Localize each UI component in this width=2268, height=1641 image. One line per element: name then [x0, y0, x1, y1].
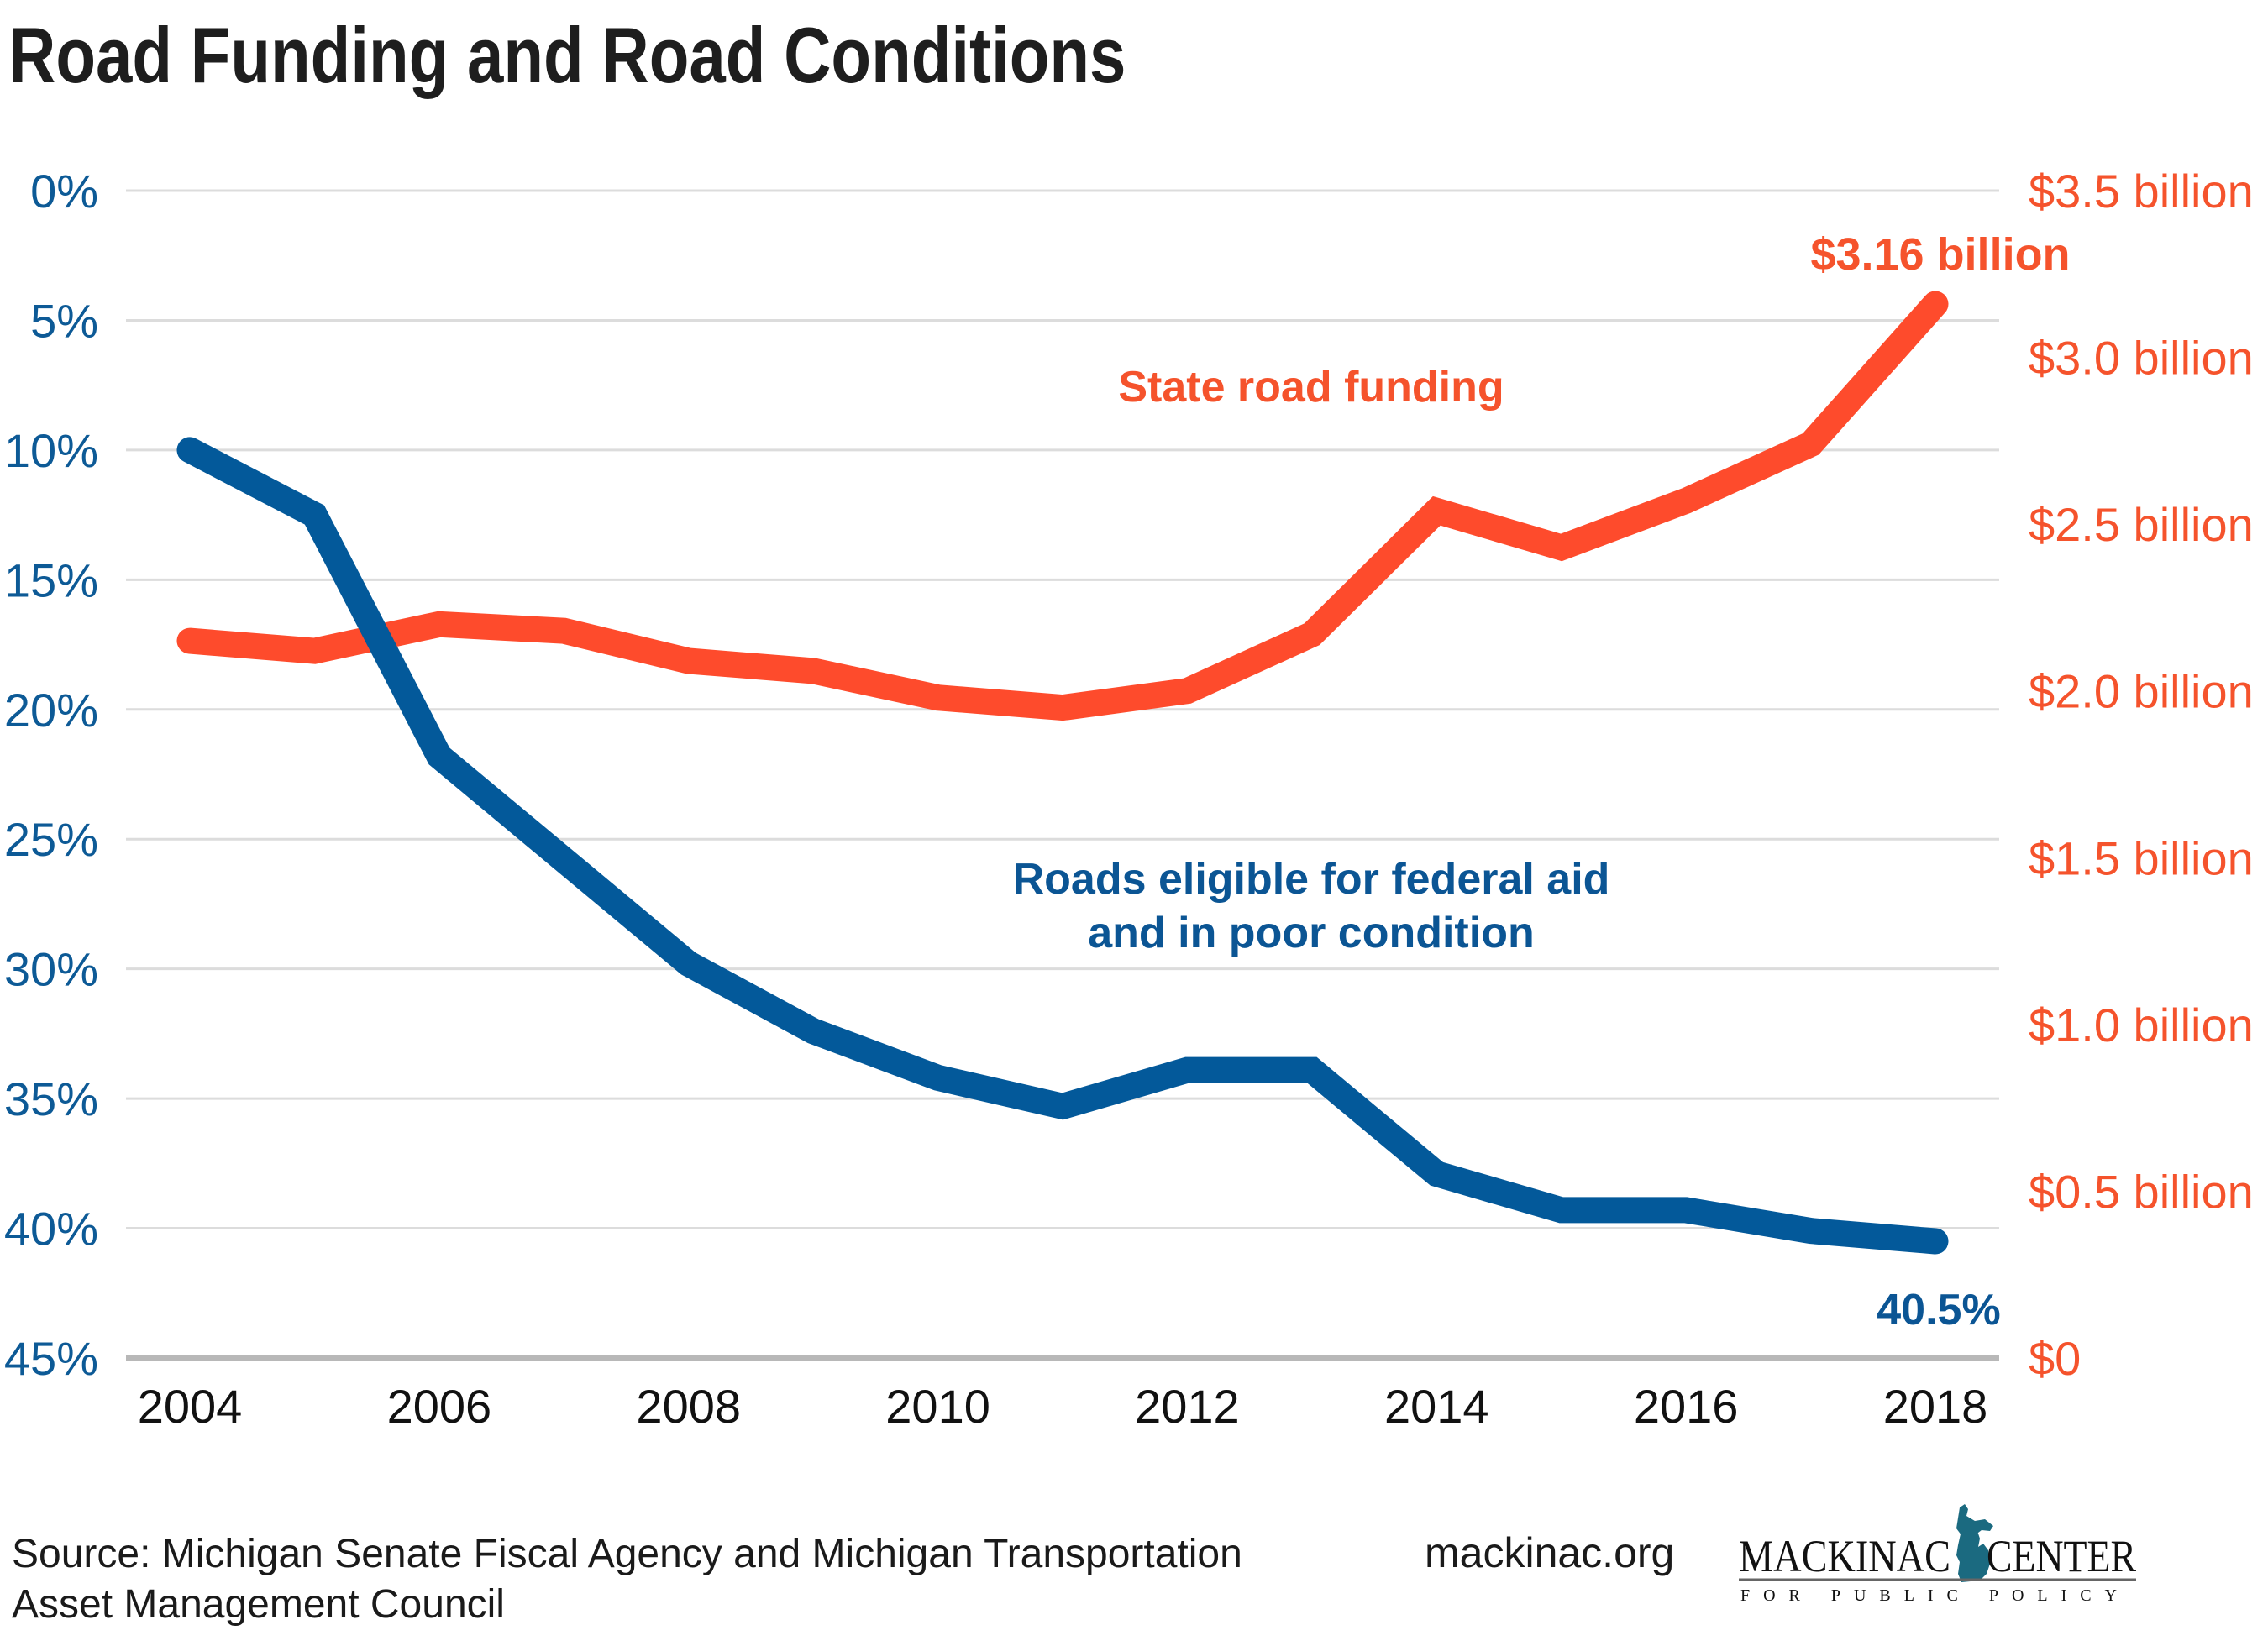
series-label-poor-roads-line2: and in poor condition: [1088, 909, 1534, 957]
series-label-state-road-funding: State road funding: [1118, 363, 1504, 412]
mackinac-center-logo[interactable]: MACKINAC CENTER FOR PUBLIC POLICY: [1739, 1504, 2136, 1605]
left-axis-tick-label: 5%: [30, 294, 98, 347]
series-lines: [176, 291, 1949, 1255]
logo-word-center: CENTER: [1987, 1531, 2136, 1581]
gridlines: [126, 189, 1999, 1361]
right-axis-tick-label: $0.5 billion: [2029, 1165, 2254, 1218]
left-axis-ticks: 0% 5% 10% 15% 20% 25% 30% 35% 40% 45%: [4, 165, 98, 1385]
left-axis-tick-label: 0%: [30, 165, 98, 218]
left-axis-tick-label: 30%: [4, 943, 98, 996]
right-axis-tick-label: $2.5 billion: [2029, 498, 2254, 551]
x-axis-tick-label: 2018: [1883, 1380, 1988, 1433]
x-axis-tick-label: 2006: [387, 1380, 492, 1433]
series-line-poor-roads: [176, 437, 1949, 1255]
x-axis-tick-label: 2014: [1384, 1380, 1489, 1433]
left-axis-tick-label: 20%: [4, 684, 98, 737]
website-link[interactable]: mackinac.org: [1425, 1529, 1674, 1576]
x-axis-tick-label: 2016: [1634, 1380, 1739, 1433]
right-axis-tick-label: $0: [2029, 1332, 2081, 1385]
series-label-poor-roads-line1: Roads eligible for federal aid: [1013, 855, 1610, 904]
end-label-poor-roads: 40.5%: [1877, 1286, 2000, 1334]
x-axis-tick-label: 2010: [885, 1380, 990, 1433]
left-axis-tick-label: 40%: [4, 1203, 98, 1256]
left-axis-tick-label: 35%: [4, 1072, 98, 1125]
x-axis-tick-label: 2008: [636, 1380, 741, 1433]
x-axis-tick-label: 2012: [1135, 1380, 1240, 1433]
source-line-2: Asset Management Council: [12, 1582, 505, 1627]
left-axis-tick-label: 15%: [4, 553, 98, 606]
right-axis-ticks: $0 $0.5 billion $1.0 billion $1.5 billion $2…: [2029, 165, 2254, 1385]
right-axis-tick-label: $1.0 billion: [2029, 999, 2254, 1051]
left-axis-tick-label: 10%: [4, 424, 98, 477]
chart-title: Road Funding and Road Conditions: [8, 12, 1126, 99]
logo-word-mackinac: MACKINAC: [1739, 1531, 1950, 1581]
source-line-1: Source: Michigan Senate Fiscal Agency an…: [12, 1532, 1242, 1576]
x-axis-ticks: 2004 2006 2008 2010 2012 2014 2016 2018: [138, 1380, 1988, 1433]
left-axis-tick-label: 45%: [4, 1332, 98, 1385]
logo-tagline: FOR PUBLIC POLICY: [1740, 1586, 2135, 1605]
left-axis-tick-label: 25%: [4, 813, 98, 866]
x-axis-tick-label: 2004: [138, 1380, 243, 1433]
right-axis-tick-label: $2.0 billion: [2029, 665, 2254, 718]
right-axis-tick-label: $3.5 billion: [2029, 165, 2254, 218]
end-label-funding: $3.16 billion: [1810, 229, 2070, 280]
michigan-map-icon: [1956, 1504, 1993, 1582]
series-line-state-road-funding: [176, 291, 1949, 721]
right-axis-tick-label: $3.0 billion: [2029, 332, 2254, 385]
right-axis-tick-label: $1.5 billion: [2029, 831, 2254, 884]
